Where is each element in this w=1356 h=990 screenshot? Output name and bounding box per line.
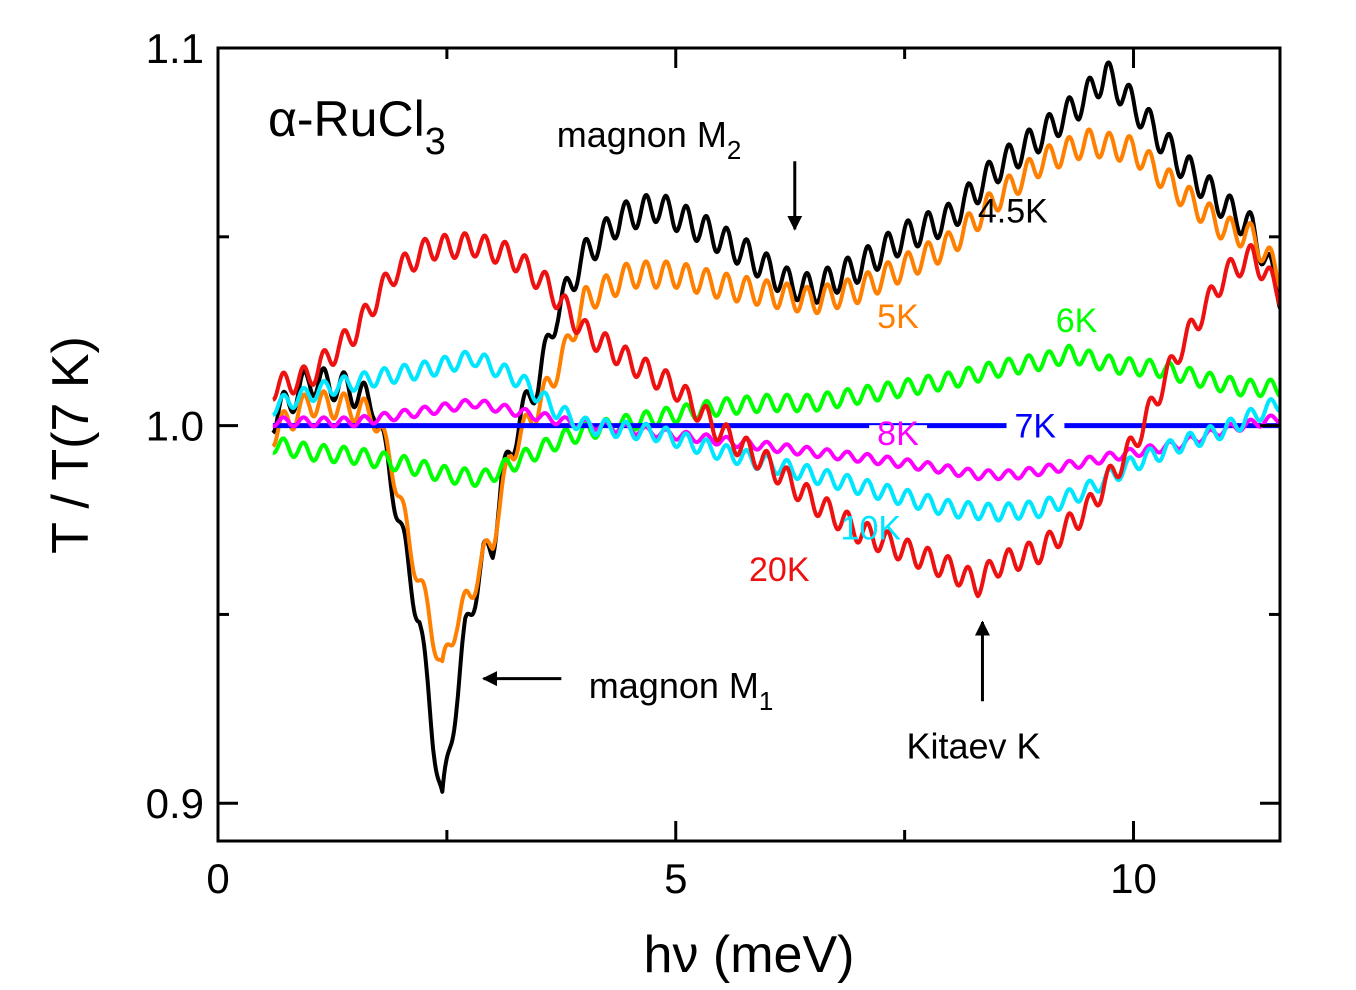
y-tick-label: 1.1 — [146, 25, 204, 72]
series-label-bg — [869, 425, 928, 442]
y-axis-title: T / T(7 K) — [42, 336, 100, 554]
series-label-6K: 6K — [1056, 302, 1098, 340]
series-line-8K — [271, 398, 1280, 482]
series-layer — [271, 60, 1280, 794]
series-label-8K: 8K — [877, 415, 919, 453]
series-line-4.5K — [271, 60, 1280, 794]
series-label-20K: 20K — [749, 551, 810, 589]
y-tick-label: 0.9 — [146, 780, 204, 827]
x-tick-label: 5 — [664, 855, 687, 902]
x-tick-label: 10 — [1110, 855, 1157, 902]
series-line-20K — [271, 231, 1280, 599]
annotations: magnon M1 magnon M2 Kitaev K — [482, 114, 1041, 767]
y-tick-label: 1.0 — [146, 403, 204, 450]
series-labels: 4.5K 5K 6K 7K 8K 10K 20K — [749, 192, 1098, 589]
x-axis-title: hν (meV) — [644, 926, 855, 984]
series-label-10K: 10K — [841, 510, 902, 548]
series-line-5K — [271, 127, 1280, 664]
annotation-kitaev: Kitaev K — [906, 726, 1040, 767]
axis-tick-labels: 0 5 10 0.9 1.0 1.1 — [146, 25, 1157, 902]
annotation-m2: magnon M2 — [557, 114, 742, 165]
plot-frame — [216, 46, 1282, 843]
axis-ticks — [216, 46, 1280, 841]
series-label-4.5K: 4.5K — [978, 192, 1048, 230]
chart-title: α-RuCl3 — [268, 91, 446, 163]
annotation-m1: magnon M1 — [589, 665, 774, 716]
series-line-6K — [271, 343, 1280, 488]
series-label-5K: 5K — [877, 298, 919, 336]
series-label-7K: 7K — [1015, 408, 1057, 446]
x-tick-label: 0 — [206, 855, 229, 902]
series-label-bg — [1006, 417, 1065, 434]
